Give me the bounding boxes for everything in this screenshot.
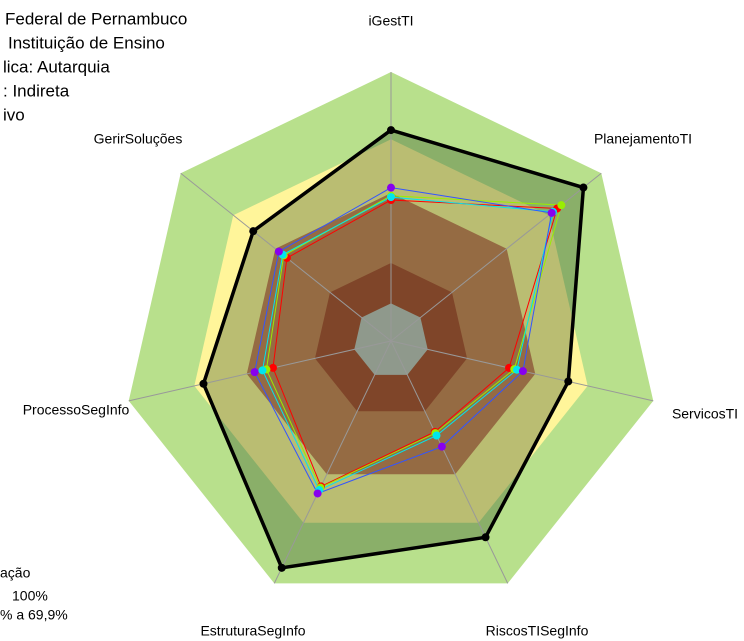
series-point: [547, 208, 556, 217]
series-point: [564, 377, 573, 386]
series-point: [432, 431, 441, 440]
series-point: [274, 247, 283, 256]
header-line: : Indireta: [3, 81, 70, 100]
series-point: [249, 227, 258, 236]
series-point: [387, 126, 395, 135]
axis-label: GerirSoluções: [94, 131, 183, 147]
series-point: [512, 365, 521, 374]
axis-label: PlanejamentoTI: [594, 131, 692, 147]
axis-label: RiscosTISegInfo: [486, 623, 589, 639]
series-line: [201, 128, 586, 570]
legend-line: % a 69,9%: [0, 607, 68, 623]
series-point: [481, 533, 490, 542]
series-point: [199, 379, 208, 388]
series-line: [272, 199, 558, 488]
header-line: Federal de Pernambuco: [5, 9, 187, 28]
header-line: lica: Autarquia: [3, 57, 110, 76]
header-line: Instituição de Ensino: [8, 33, 165, 52]
series-point: [250, 368, 259, 377]
series-point: [518, 367, 527, 376]
axis-label: iGestTI: [368, 13, 413, 29]
axis-line: [390, 172, 602, 342]
axis-line: [273, 340, 392, 584]
legend-line: 100%: [12, 588, 48, 604]
series-point: [313, 489, 322, 498]
axis-line: [390, 340, 509, 584]
series-point: [579, 183, 588, 192]
axis-label: ServicosTI: [672, 406, 738, 422]
series-area: [203, 130, 584, 568]
series-line: [254, 187, 553, 495]
axis-label: EstruturaSegInfo: [200, 623, 305, 639]
series-point: [437, 442, 446, 451]
header-line: ivo: [3, 105, 25, 124]
series-point: [277, 563, 286, 572]
series-point: [387, 183, 395, 192]
series-point: [258, 366, 267, 375]
series-point: [557, 201, 566, 210]
legend-line: ação: [0, 565, 31, 581]
series-point: [268, 363, 277, 372]
axis-label: ProcessoSegInfo: [23, 402, 130, 418]
series-point: [387, 193, 395, 202]
series-line: [265, 195, 563, 489]
